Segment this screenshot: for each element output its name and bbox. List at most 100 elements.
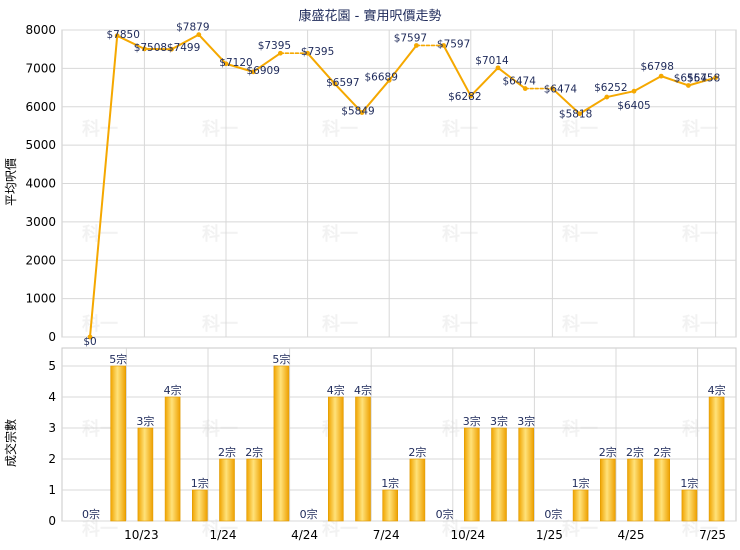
transaction-bar [137,427,154,522]
transaction-bar-label: 4宗 [354,383,372,397]
price-point [359,110,365,115]
price-point [522,86,528,91]
x-tick-label: 7/24 [373,528,400,542]
transaction-bar-label: 2宗 [408,445,426,459]
transaction-bar-label: 3宗 [136,414,154,428]
price-point [631,88,637,94]
price-data-label: $6689 [364,71,397,83]
price-y-tick-label: 4000 [25,177,56,191]
transaction-bar-label: 1宗 [572,476,590,490]
watermark-text: 科一 [442,518,478,540]
watermark-text: 科一 [202,313,238,335]
price-line-segment [225,62,255,73]
price-data-label: $7014 [475,55,509,67]
transaction-bar-label: 2宗 [245,445,263,459]
watermark-text: 科一 [82,418,118,440]
price-line-segment [469,66,499,97]
price-line-segment [252,52,282,73]
transaction-bar [110,365,126,522]
transaction-bar [708,396,725,522]
watermark-text: 科一 [682,313,718,335]
watermark-text: 科一 [562,313,598,335]
price-point [196,32,202,38]
watermark-text: 科一 [322,518,358,540]
price-data-label: $7395 [301,46,334,58]
price-point [87,334,93,340]
price-data-label: $7120 [219,57,252,69]
price-line-segment [170,33,200,51]
price-data-label: $5849 [341,106,374,118]
transaction-bar [327,396,344,522]
transaction-bar [518,427,535,522]
watermark-text: 科一 [82,313,118,335]
price-line-segment [116,34,146,50]
chart-title: 康盛花園 - 實用呎價走勢 [299,8,442,24]
transaction-bar-label: 0宗 [436,507,454,521]
transaction-bar [192,489,208,522]
watermark-text: 科一 [562,118,598,140]
x-tick-label: 7/25 [699,528,726,542]
price-data-label: $6282 [448,91,481,103]
transaction-bar-label: 4宗 [708,383,726,397]
watermark-text: 科一 [202,223,238,245]
x-tick-label: 1/25 [536,528,563,542]
price-data-label: $0 [83,336,96,348]
transaction-bar-label: 0宗 [82,507,100,521]
price-line-segment [551,87,581,115]
transaction-bar-label: 0宗 [300,507,318,521]
price-point [686,83,691,88]
price-point [604,94,610,100]
price-point [169,46,175,52]
price-y-tick-label: 8000 [25,23,56,37]
transaction-bar-label: 3宗 [463,414,481,428]
price-y-tick-label: 1000 [25,292,56,306]
watermark-text: 科一 [682,223,718,245]
price-line-chart: 康盛花園 - 實用呎價走勢 0 1000 2000 3000 4000 5000 6000 7… [4,8,737,348]
price-line-segment [497,66,527,90]
price-point [414,43,419,48]
watermark-text: 科一 [442,223,478,245]
price-data-label: $6405 [617,100,650,112]
price-y-tick-label: 2000 [25,253,56,267]
date-x-ticks: 10/23 1/24 4/24 7/24 10/24 1/25 4/25 7/25 [124,528,726,542]
transaction-bar-label: 3宗 [490,414,508,428]
price-data-label: $7508 [134,42,167,54]
watermark-text: 科一 [442,118,478,140]
transaction-bar-label: 4宗 [327,383,345,397]
price-point [713,75,718,81]
transaction-bar-label: 2宗 [599,445,617,459]
watermark-text: 科一 [322,118,358,140]
transaction-y-tick-label: 2 [48,452,56,466]
price-data-label: $7850 [106,29,139,41]
price-point [658,73,664,79]
price-data-labels: $0 $7850$7508 $7499 $7879 $7120$6909 $7395 $73… [83,22,720,348]
price-point [142,46,147,52]
price-point [441,43,446,48]
transaction-bar [627,458,643,522]
price-point [577,111,582,117]
transaction-bar [219,458,235,522]
watermark-text: 科一 [202,518,238,540]
transaction-bar-label: 1宗 [680,476,698,490]
transaction-bar [382,489,399,522]
price-data-label: $6474 [544,84,578,96]
transaction-bar [409,458,426,522]
transaction-bar-label: 3宗 [517,414,535,428]
price-data-label: $6554 [674,72,708,84]
price-data-label: $6798 [640,61,673,73]
watermark-text: 科一 [562,518,598,540]
transaction-y-tick-label: 3 [48,421,56,435]
price-points [87,32,718,340]
price-point [386,77,392,83]
watermark-text: 科一 [202,118,238,140]
x-tick-label: 1/24 [210,528,237,542]
watermark-text: 科一 [82,518,118,540]
watermark-text: 科一 [682,118,718,140]
watermark-text: 科一 [322,313,358,335]
price-point [468,93,474,99]
transaction-bar [246,458,262,522]
x-tick-label: 10/23 [124,528,159,542]
